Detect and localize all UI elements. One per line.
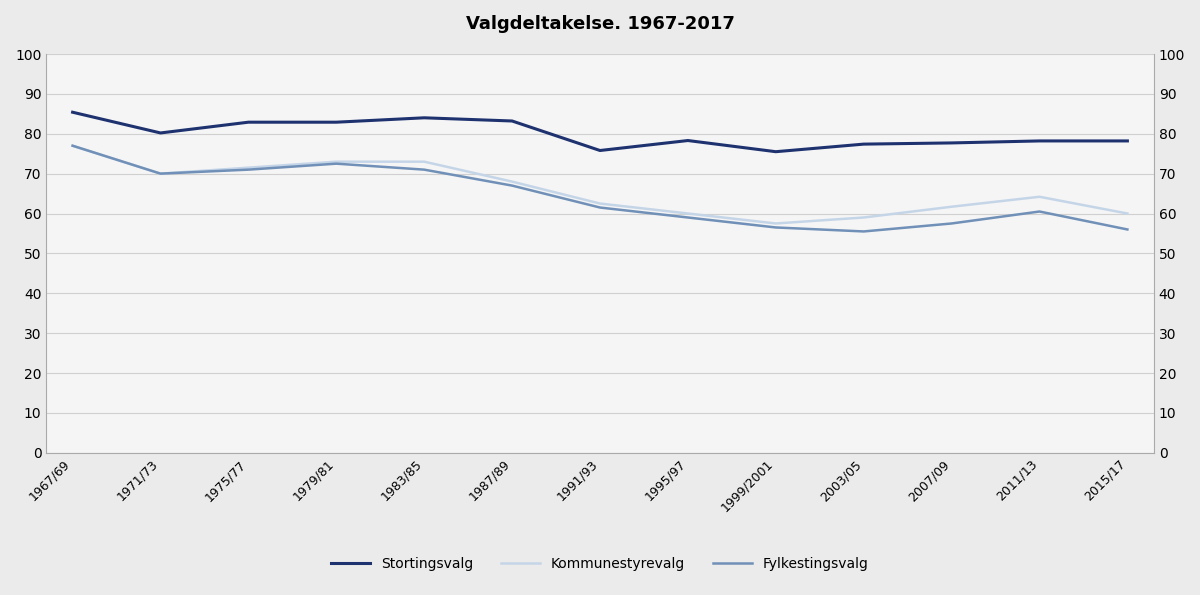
Stortingsvalg	[1120, 137, 1134, 145]
Fylkestingsvalg	[1032, 208, 1046, 215]
Kommunestyrevalg	[593, 200, 607, 207]
Stortingsvalg	[857, 140, 871, 148]
Fylkestingsvalg	[154, 170, 168, 177]
Fylkestingsvalg	[329, 160, 343, 167]
Fylkestingsvalg	[418, 166, 432, 173]
Stortingsvalg	[241, 118, 256, 126]
Stortingsvalg	[329, 118, 343, 126]
Stortingsvalg	[768, 148, 782, 155]
Stortingsvalg	[944, 139, 959, 146]
Kommunestyrevalg	[768, 220, 782, 227]
Kommunestyrevalg	[1032, 193, 1046, 201]
Fylkestingsvalg	[66, 142, 80, 149]
Fylkestingsvalg	[241, 166, 256, 173]
Stortingsvalg	[505, 117, 520, 124]
Kommunestyrevalg	[680, 210, 695, 217]
Kommunestyrevalg	[1120, 210, 1134, 217]
Stortingsvalg	[680, 137, 695, 144]
Fylkestingsvalg	[857, 228, 871, 235]
Kommunestyrevalg	[418, 158, 432, 165]
Fylkestingsvalg	[1120, 226, 1134, 233]
Legend: Stortingsvalg, Kommunestyrevalg, Fylkestingsvalg: Stortingsvalg, Kommunestyrevalg, Fylkest…	[325, 551, 875, 576]
Fylkestingsvalg	[944, 220, 959, 227]
Kommunestyrevalg	[241, 164, 256, 171]
Line: Kommunestyrevalg: Kommunestyrevalg	[73, 146, 1127, 224]
Kommunestyrevalg	[66, 142, 80, 149]
Stortingsvalg	[593, 147, 607, 154]
Stortingsvalg	[66, 109, 80, 116]
Kommunestyrevalg	[944, 203, 959, 210]
Kommunestyrevalg	[329, 158, 343, 165]
Kommunestyrevalg	[857, 214, 871, 221]
Fylkestingsvalg	[593, 204, 607, 211]
Kommunestyrevalg	[505, 178, 520, 185]
Line: Fylkestingsvalg: Fylkestingsvalg	[73, 146, 1127, 231]
Fylkestingsvalg	[680, 214, 695, 221]
Fylkestingsvalg	[505, 182, 520, 189]
Stortingsvalg	[1032, 137, 1046, 145]
Fylkestingsvalg	[768, 224, 782, 231]
Title: Valgdeltakelse. 1967-2017: Valgdeltakelse. 1967-2017	[466, 15, 734, 33]
Line: Stortingsvalg: Stortingsvalg	[73, 112, 1127, 152]
Stortingsvalg	[418, 114, 432, 121]
Kommunestyrevalg	[154, 170, 168, 177]
Stortingsvalg	[154, 129, 168, 136]
